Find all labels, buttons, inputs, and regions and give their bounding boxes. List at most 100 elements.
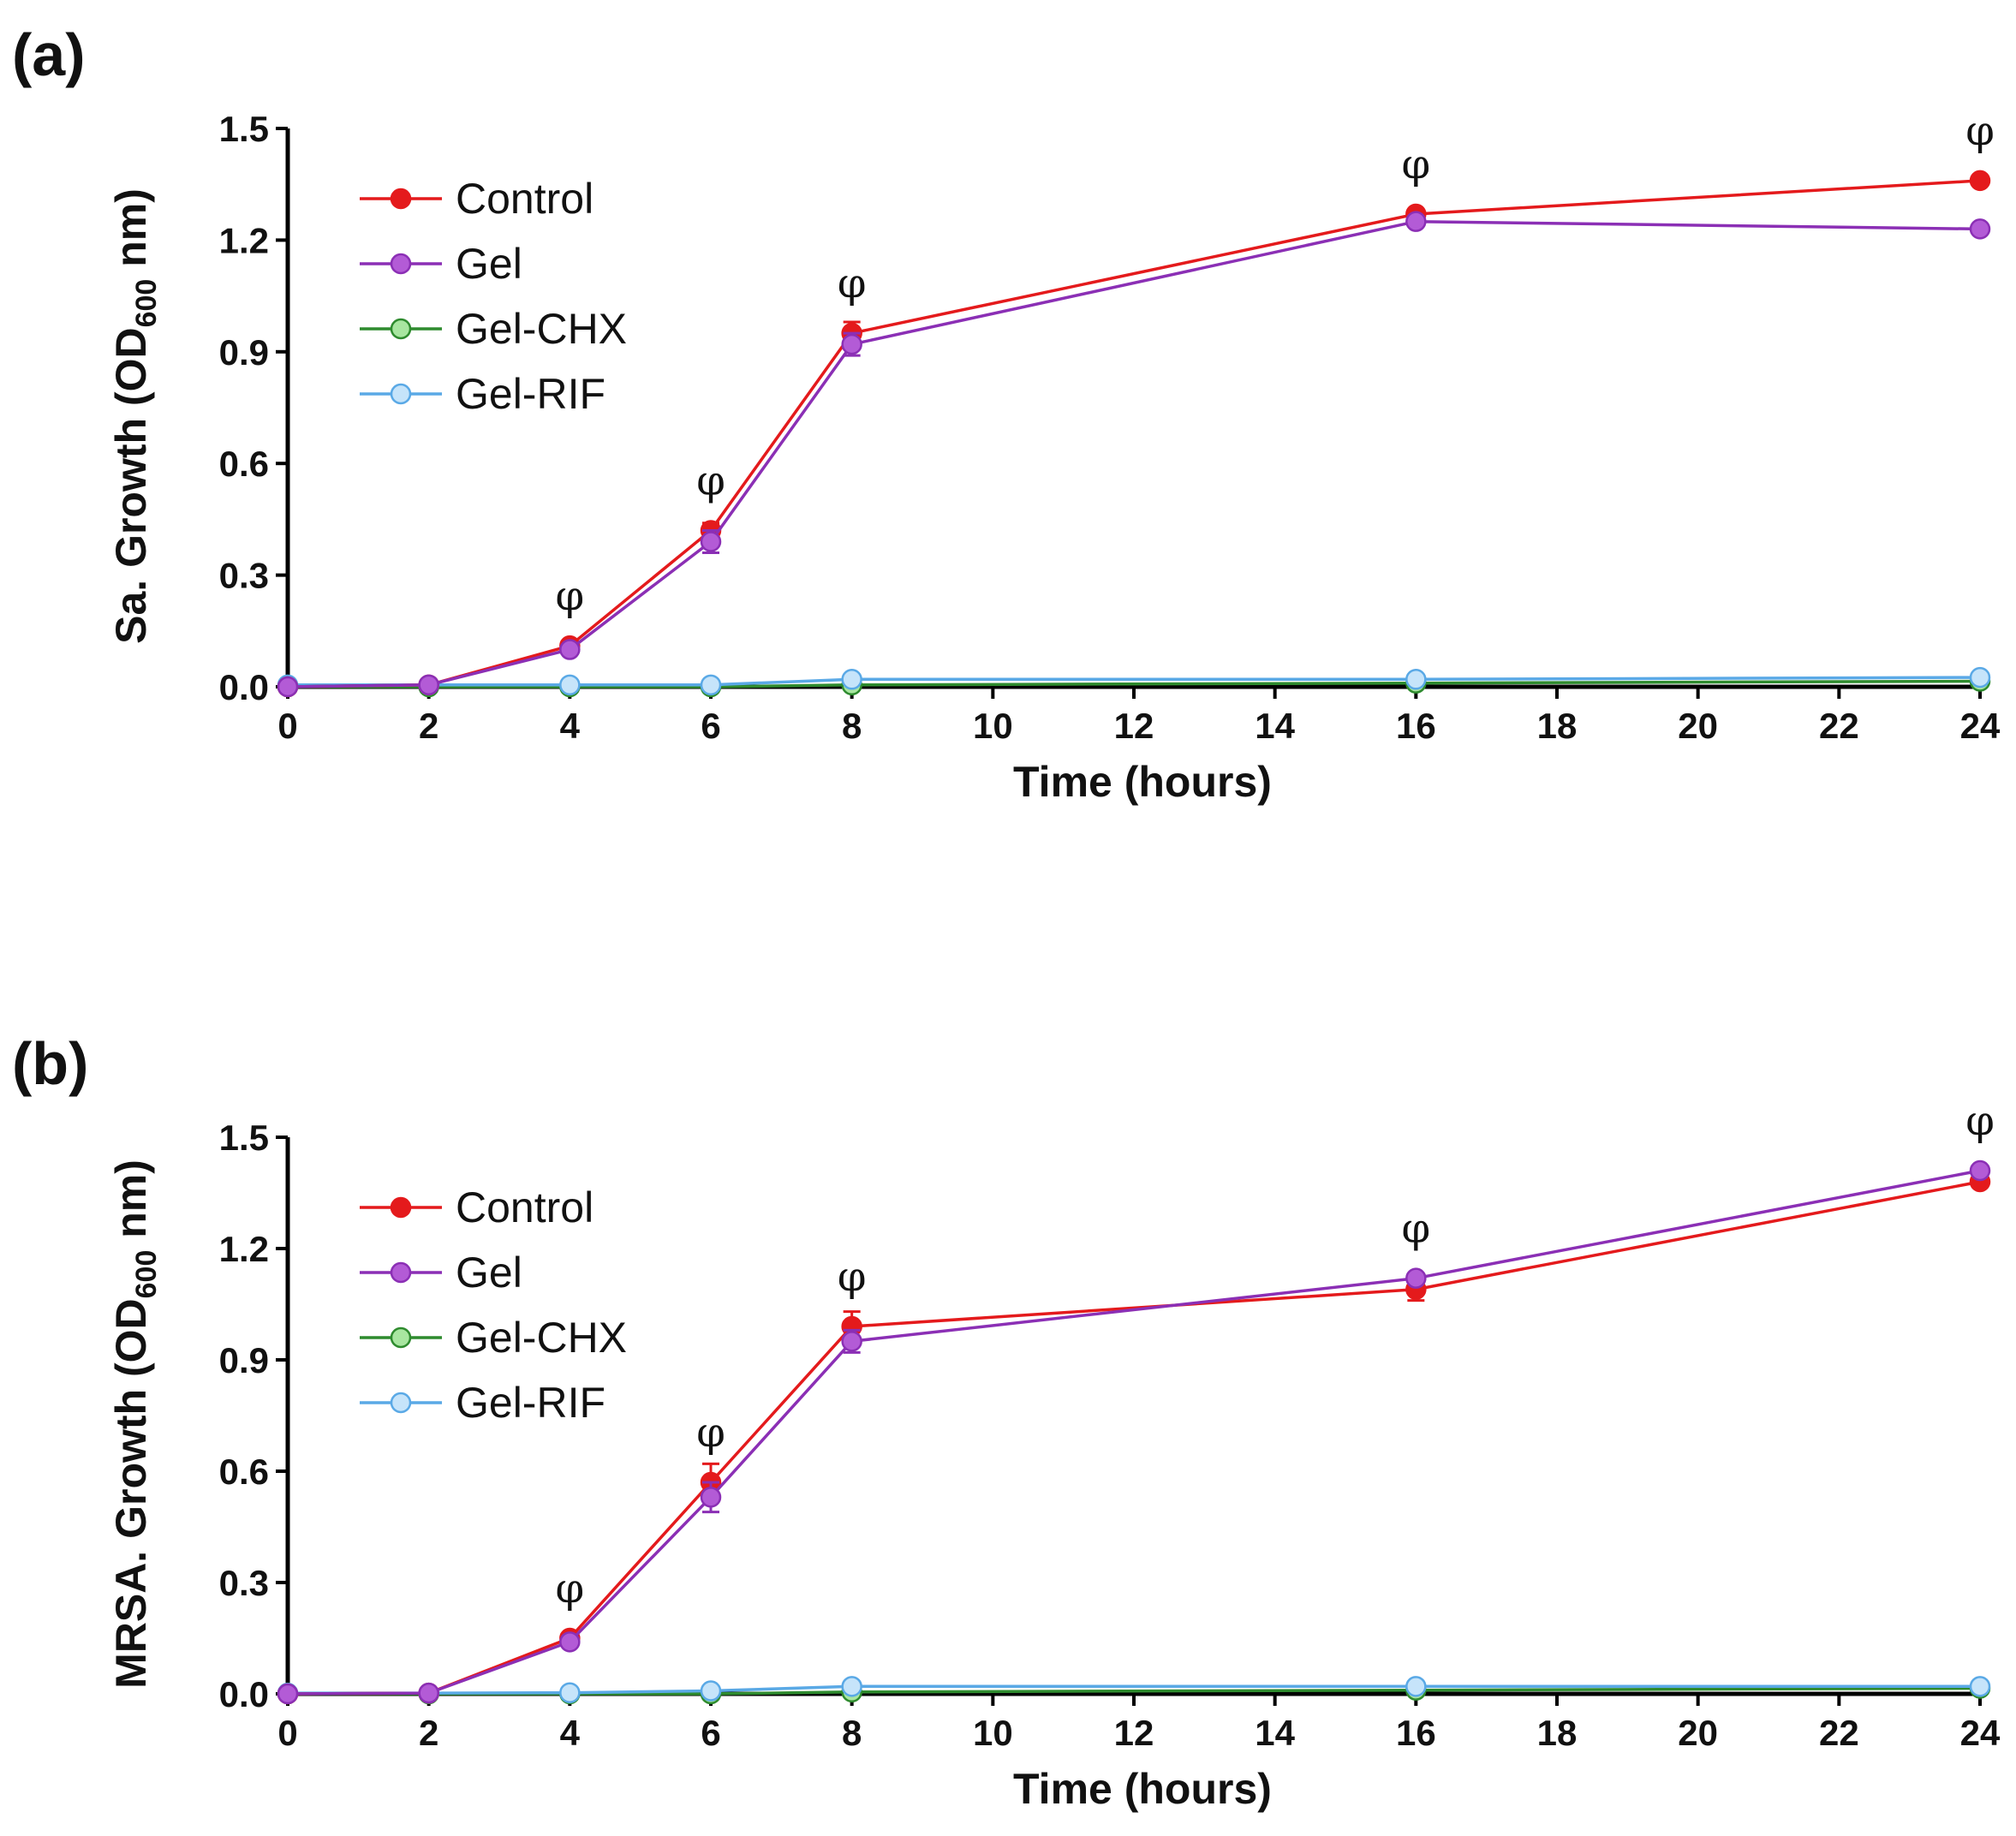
legend-label: Gel: [456, 1249, 522, 1297]
legend-label: Gel-CHX: [456, 305, 627, 353]
legend-marker: [390, 253, 412, 275]
data-point: [700, 674, 722, 696]
legend-marker: [390, 1392, 412, 1414]
significance-marker: φ: [696, 456, 725, 504]
x-tick-label: 24: [1960, 1713, 2001, 1753]
y-tick-label: 0.0: [219, 1674, 269, 1714]
x-tick-label: 14: [1255, 706, 1295, 746]
legend-label: Control: [456, 175, 593, 223]
y-tick-label: 0.9: [219, 1340, 269, 1380]
x-tick-label: 16: [1396, 706, 1436, 746]
data-point: [277, 1683, 299, 1705]
x-tick-label: 14: [1255, 1713, 1295, 1753]
significance-marker: φ: [1965, 1097, 1995, 1145]
y-axis-title-tail: nm): [107, 188, 155, 279]
y-tick-label: 1.2: [219, 220, 269, 260]
y-axis-title-main: Sa. Growth (OD: [107, 327, 155, 643]
legend-label: Control: [456, 1183, 593, 1231]
legend-label: Gel-CHX: [456, 1314, 627, 1362]
x-tick-label: 18: [1537, 1713, 1578, 1753]
x-tick-label: 16: [1396, 1713, 1436, 1753]
y-axis-title: Sa. Growth (OD600 nm): [107, 188, 163, 644]
x-tick-label: 8: [842, 1713, 862, 1753]
x-tick-label: 10: [973, 706, 1013, 746]
legend-label: Gel: [456, 240, 522, 288]
x-tick-label: 8: [842, 706, 862, 746]
y-tick-label: 1.5: [219, 1118, 269, 1158]
legend-marker: [390, 1326, 412, 1349]
data-point: [559, 639, 581, 660]
legend: Control Gel Gel-CHX Gel-RIF: [360, 1183, 627, 1427]
y-axis-title-subscript: 600: [130, 279, 163, 328]
series-line: [287, 1169, 1981, 1696]
significance-marker: φ: [1402, 1205, 1431, 1253]
y-tick-label: 1.5: [219, 109, 269, 149]
series-gel: [277, 211, 1991, 698]
legend-marker: [390, 383, 412, 405]
significance-marker: φ: [838, 1253, 867, 1301]
significance-marker: φ: [556, 1565, 585, 1612]
x-tick-label: 18: [1537, 706, 1578, 746]
panel-b: (b)0 2 4 6 8 10 12 14 16 18 20 22 240.00.30.60.91.21…: [12, 1030, 2001, 1813]
x-tick-label: 20: [1678, 706, 1718, 746]
x-tick-label: 2: [419, 1713, 438, 1753]
data-point: [1405, 669, 1427, 690]
data-point: [700, 1680, 722, 1702]
x-tick-label: 22: [1819, 706, 1859, 746]
panel-a: (a)0 2 4 6 8 10 12 14 16 18 20 22 240.00.30.60.91.21…: [12, 21, 2001, 806]
data-point: [1969, 218, 1991, 240]
significance-marker: φ: [696, 1409, 725, 1457]
y-tick-label: 0.6: [219, 1452, 269, 1492]
data-point: [841, 1331, 862, 1352]
x-tick-label: 4: [560, 1713, 581, 1753]
x-tick-label: 6: [701, 1713, 720, 1753]
x-tick-label: 12: [1114, 706, 1154, 746]
data-point: [841, 1676, 862, 1697]
significance-marker: φ: [838, 259, 867, 307]
panel-label: (a): [12, 21, 86, 88]
series-gel: [277, 1159, 1991, 1705]
data-point: [559, 1631, 581, 1653]
x-tick-label: 6: [701, 706, 720, 746]
data-point: [1969, 666, 1991, 688]
data-point: [1405, 1676, 1427, 1697]
y-axis-title: MRSA. Growth (OD600 nm): [107, 1159, 163, 1689]
series-line: [287, 179, 1981, 688]
legend-marker: [390, 188, 412, 210]
data-point: [418, 1682, 439, 1704]
data-point: [559, 674, 581, 696]
significance-marker: φ: [1402, 140, 1431, 188]
y-tick-label: 0.3: [219, 1563, 269, 1603]
data-point: [277, 676, 299, 698]
legend-label: Gel-RIF: [456, 1379, 605, 1427]
y-tick-label: 0.6: [219, 444, 269, 484]
legend: Control Gel Gel-CHX Gel-RIF: [360, 175, 627, 418]
y-tick-label: 0.0: [219, 667, 269, 707]
y-axis-title-main: MRSA. Growth (OD: [107, 1298, 155, 1689]
data-point: [418, 674, 439, 696]
legend-marker: [390, 1196, 412, 1219]
series-control: [277, 170, 1991, 698]
legend-marker: [390, 318, 412, 340]
data-point: [559, 1682, 581, 1703]
y-tick-label: 1.2: [219, 1229, 269, 1269]
data-point: [700, 531, 722, 552]
y-axis-title-tail: nm): [107, 1159, 155, 1250]
x-axis-title: Time (hours): [1013, 758, 1272, 806]
x-tick-label: 22: [1819, 1713, 1859, 1753]
series-line: [287, 219, 1981, 688]
significance-marker: φ: [1965, 107, 1995, 155]
data-point: [1405, 211, 1427, 232]
y-tick-label: 0.9: [219, 332, 269, 373]
legend-marker: [390, 1261, 412, 1284]
panel-label: (b): [12, 1030, 88, 1097]
x-tick-label: 24: [1960, 706, 2001, 746]
data-point: [1969, 170, 1991, 192]
x-tick-label: 0: [277, 1713, 297, 1753]
x-tick-label: 10: [973, 1713, 1013, 1753]
data-point: [700, 1487, 722, 1508]
series-control: [277, 1171, 1991, 1705]
data-point: [1969, 1676, 1991, 1697]
series-line: [287, 1180, 1981, 1696]
